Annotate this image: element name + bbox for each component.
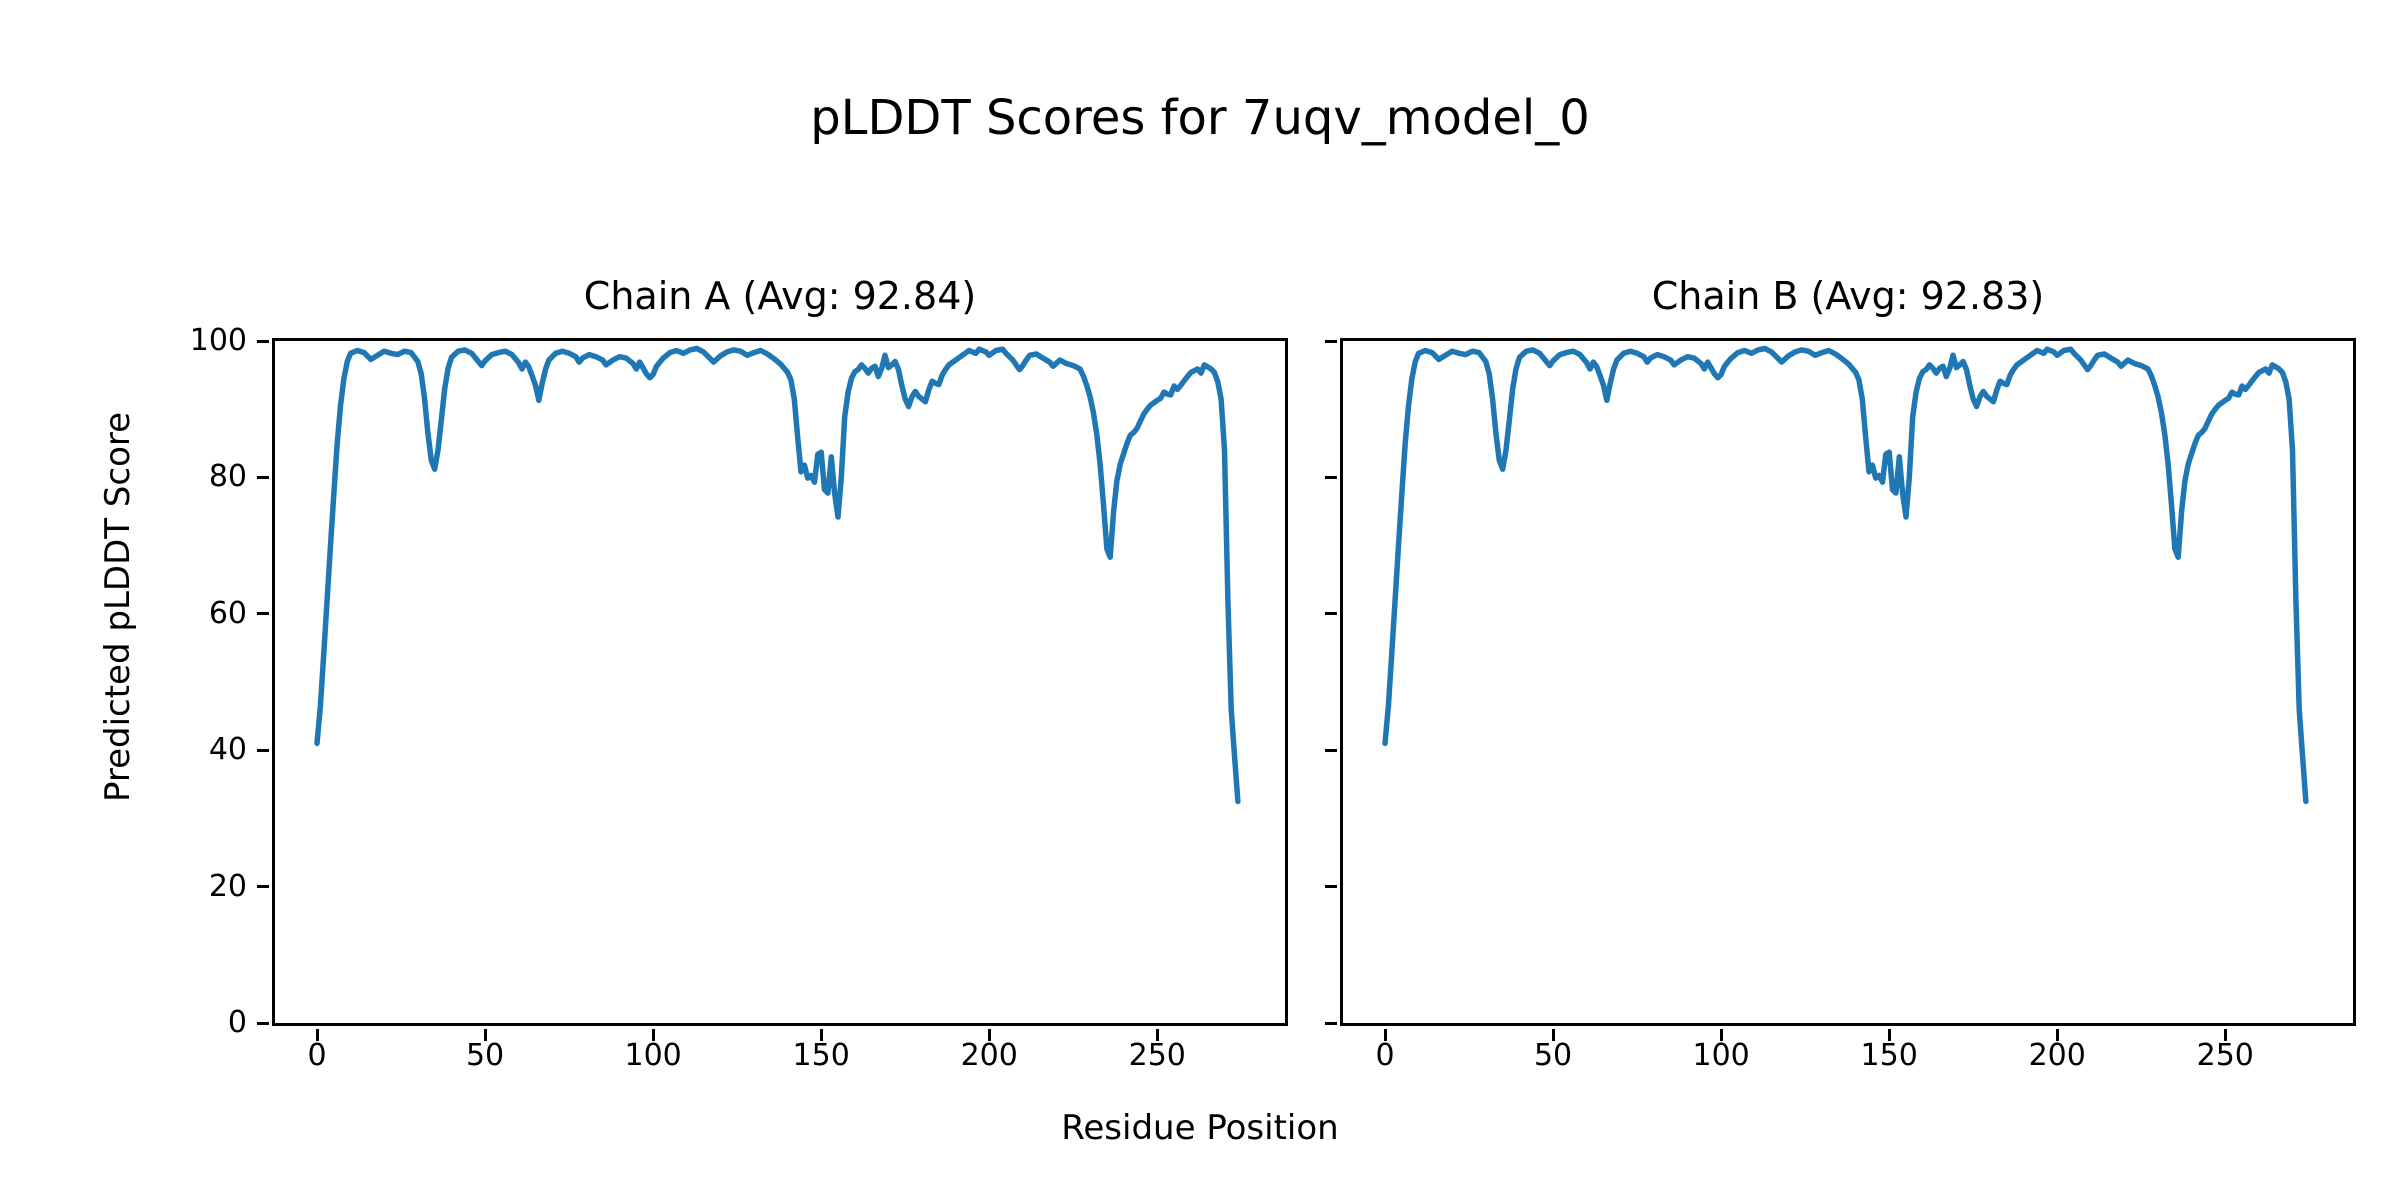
y-tick-mark (1325, 885, 1337, 889)
x-tick-label: 250 (1128, 1038, 1186, 1073)
x-tick-mark (1551, 1029, 1555, 1041)
y-tick-label: 40 (208, 732, 247, 768)
y-tick-mark (1325, 612, 1337, 616)
x-tick-label: 200 (2028, 1038, 2086, 1073)
y-tick-label: 20 (208, 868, 247, 904)
y-tick-mark (257, 748, 269, 752)
x-tick-label: 0 (1375, 1038, 1395, 1073)
x-tick-mark (819, 1029, 823, 1041)
y-tick-mark (1325, 748, 1337, 752)
plot-area-chain-b: 0 50 100 150 200 250 (1325, 338, 2356, 1071)
x-tick-mark (1155, 1029, 1159, 1041)
plot-area-chain-a: 0 50 100 150 200 250 0 20 40 60 80 100 (190, 326, 1288, 1071)
x-tick-label: 150 (792, 1038, 850, 1073)
y-tick-mark (257, 1021, 269, 1025)
x-tick-label: 250 (2196, 1038, 2254, 1073)
y-tick-mark (257, 612, 269, 616)
x-tick-mark (987, 1029, 991, 1041)
x-tick-mark (1383, 1029, 1387, 1041)
plddt-series-chain-a (314, 345, 1241, 805)
y-tick-mark (257, 885, 269, 889)
x-tick-mark (1719, 1029, 1723, 1041)
y-tick-label: 60 (208, 595, 247, 631)
figure-title: pLDDT Scores for 7uqv_model_0 (810, 90, 1590, 146)
x-tick-label: 50 (465, 1038, 505, 1073)
x-tick-mark (651, 1029, 655, 1041)
x-axis-label: Residue Position (1061, 1108, 1339, 1148)
x-tick-label: 0 (307, 1038, 327, 1073)
x-tick-mark (2223, 1029, 2227, 1041)
y-tick-mark (1325, 475, 1337, 479)
subplot-title-chain-a: Chain A (Avg: 92.84) (583, 274, 977, 318)
y-tick-mark (257, 475, 269, 479)
x-tick-label: 150 (1860, 1038, 1918, 1073)
plddt-line-chain-a (314, 345, 1241, 805)
plddt-series-chain-b (1382, 345, 2309, 805)
x-tick-label: 100 (624, 1038, 682, 1073)
x-tick-mark (315, 1029, 319, 1041)
y-axis-label: Predicted pLDDT Score (98, 411, 138, 803)
y-tick-label: 0 (227, 1005, 247, 1040)
y-tick-label: 80 (208, 459, 247, 495)
x-tick-mark (1887, 1029, 1891, 1041)
x-tick-label: 200 (960, 1038, 1018, 1073)
y-tick-label: 100 (189, 323, 247, 358)
x-tick-label: 50 (1533, 1038, 1573, 1073)
subplot-title-chain-b: Chain B (Avg: 92.83) (1651, 274, 2045, 318)
y-tick-mark (1325, 339, 1337, 343)
y-tick-mark (1325, 1021, 1337, 1025)
y-tick-mark (257, 339, 269, 343)
plddt-line-chain-b (1382, 345, 2309, 805)
x-tick-mark (483, 1029, 487, 1041)
x-tick-label: 100 (1692, 1038, 1750, 1073)
x-tick-mark (2055, 1029, 2059, 1041)
